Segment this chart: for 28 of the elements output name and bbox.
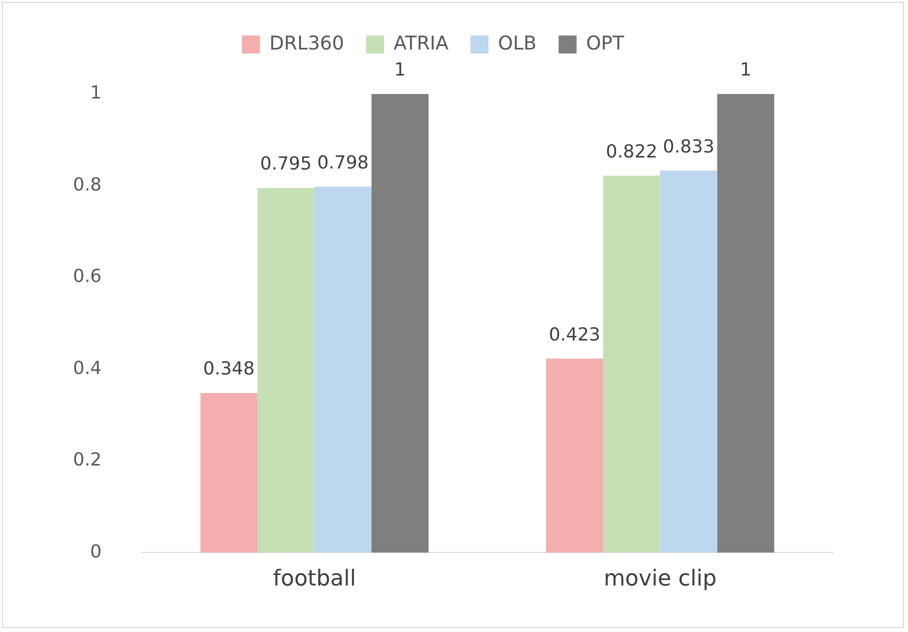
y-tick-label: 0.8 [72, 174, 102, 196]
x-tick-label: football [272, 566, 356, 592]
data-label: 0.348 [203, 358, 255, 380]
data-label: 0.423 [548, 324, 600, 346]
bar [314, 186, 372, 553]
legend-label: DRL360 [269, 32, 344, 54]
y-tick-label: 0.2 [72, 450, 102, 471]
bar [372, 94, 429, 553]
legend-label: OLB [498, 32, 537, 54]
data-label: 0.798 [317, 152, 369, 174]
data-label: 1 [740, 60, 752, 81]
bar [603, 176, 660, 553]
bar [257, 188, 314, 553]
y-tick-label: 0 [90, 541, 102, 562]
data-label: 0.822 [606, 141, 658, 162]
bar [546, 358, 604, 553]
data-label: 0.833 [662, 136, 714, 158]
legend-label: ATRIA [394, 32, 449, 54]
y-tick-label: 0.6 [72, 266, 102, 288]
data-label: 0.795 [260, 154, 312, 175]
legend-label: OPT [586, 32, 624, 54]
y-tick-label: 1 [90, 82, 102, 104]
bar [660, 170, 718, 553]
data-label: 1 [394, 60, 406, 81]
y-tick-label: 0.4 [72, 358, 102, 379]
bar [200, 393, 258, 553]
bar [717, 94, 774, 553]
x-tick-label: movie clip [604, 566, 717, 592]
